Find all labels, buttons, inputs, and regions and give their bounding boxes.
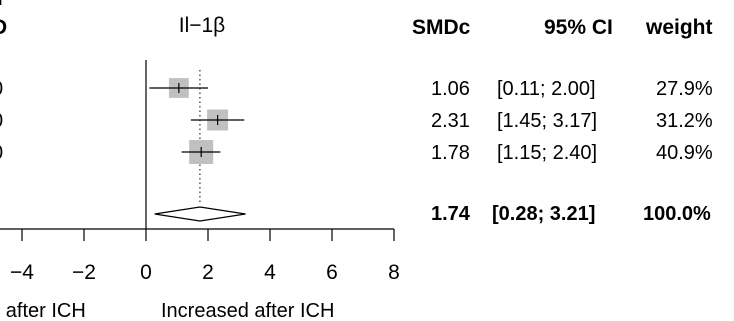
clipped-row-label: 0 <box>0 78 3 101</box>
study-weight: 40.9% <box>656 142 713 164</box>
study-weight: 27.9% <box>656 78 713 100</box>
study-smd: 2.31 <box>431 110 470 132</box>
x-tick-label: 6 <box>326 261 338 284</box>
study-weight: 31.2% <box>656 110 713 132</box>
clipped-header-top: r <box>0 0 5 9</box>
x-tick-label: 2 <box>202 261 214 284</box>
col-header-weight: weight <box>646 16 713 39</box>
x-axis-label-left: ed after ICH <box>0 300 86 321</box>
pooled-diamond <box>154 206 246 222</box>
study-smd: 1.78 <box>431 142 470 164</box>
clipped-row-label: 0 <box>0 110 3 133</box>
x-tick-label: 8 <box>388 261 400 284</box>
study-ci: [0.11; 2.00] <box>497 78 596 100</box>
pooled-ci: [0.28; 3.21] <box>492 203 596 225</box>
col-header-smd: SMDc <box>412 16 471 39</box>
study-smd: 1.06 <box>431 78 470 100</box>
pooled-smd: 1.74 <box>431 203 470 225</box>
x-tick-label: −2 <box>72 261 96 284</box>
x-tick-label: −4 <box>10 261 34 284</box>
clipped-row-label: 0 <box>0 142 3 165</box>
x-axis-label-right: Increased after ICH <box>161 300 334 321</box>
study-ci: [1.45; 3.17] <box>497 110 598 132</box>
clipped-header: D <box>0 16 7 40</box>
study-ci: [1.15; 2.40] <box>497 142 598 164</box>
panel-title: Il−1β <box>178 14 226 37</box>
col-header-ci: 95% CI <box>544 16 613 39</box>
pooled-weight: 100.0% <box>643 203 711 225</box>
x-tick-label: 0 <box>140 261 152 284</box>
x-tick-label: 4 <box>264 261 276 284</box>
